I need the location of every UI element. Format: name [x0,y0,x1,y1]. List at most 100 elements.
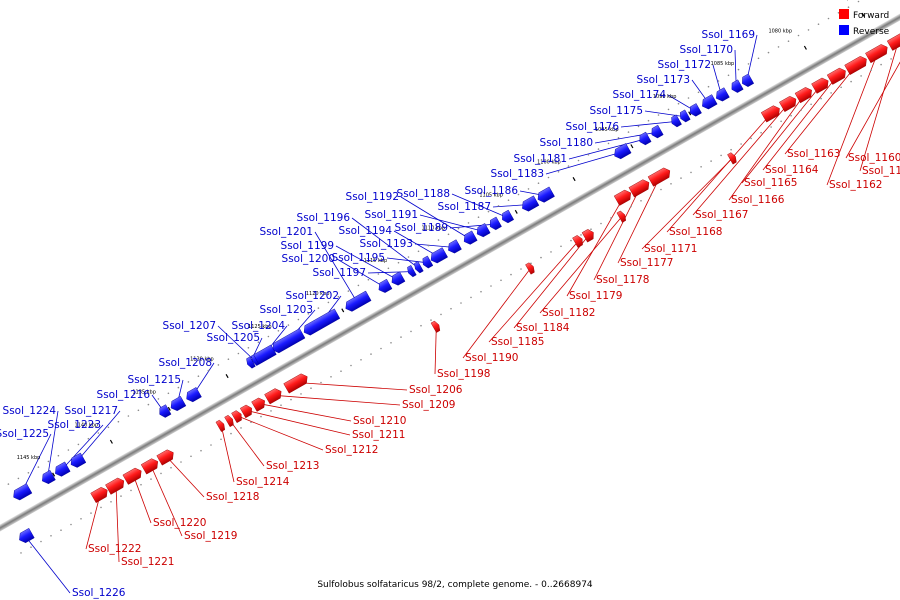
scale-label: 1105 kbp [479,193,503,199]
gene-arrow [407,265,417,278]
leader-line [728,93,806,201]
scale-dot [540,256,542,259]
scale-dot [757,57,760,60]
gene-arrow [502,209,515,224]
gene-arrow [742,73,755,87]
gene-label: Ssol_1201 [260,226,313,238]
gene-arrow [105,477,125,495]
scale-dot [807,29,810,31]
reverse-swatch [839,25,849,35]
scale-dot [217,364,220,366]
scale-dot [100,506,102,509]
scale-tick [52,472,56,477]
gene-label: Ssol_1175 [590,105,643,117]
leader-line [784,64,858,155]
gene-feature [13,483,33,501]
gene-label: Ssol_1193 [360,238,413,250]
scale-dot [37,466,40,468]
scale-dot [577,159,580,162]
scale-dot [310,387,312,390]
leader-line [21,433,52,493]
scale-dot [327,301,330,304]
gene-label: Ssol_1195 [332,252,385,264]
gene-label: Ssol_1173 [637,74,690,86]
scale-dot [870,69,872,71]
gene-arrow [760,105,780,123]
scale-label: 1145 kbp [17,455,41,461]
scale-label: 1080 kbp [768,28,792,34]
scale-dot [680,177,682,179]
gene-label: Ssol_1161 [862,165,900,177]
gene-arrow [716,87,730,102]
leader-line [644,110,685,117]
gene-arrow [613,189,631,206]
gene-label: Ssol_1183 [491,168,544,180]
gene-feature [250,354,260,366]
gene-arrow [844,56,867,75]
scale-dot [557,171,560,173]
scale-dot [347,290,350,292]
leader-line [620,121,676,128]
scale-dot [110,501,112,503]
gene-arrow [19,527,35,543]
gene-label: Ssol_1219 [184,530,237,542]
scale-dot [520,268,522,270]
scale-dot [810,103,812,106]
scale-tick [109,439,113,444]
gene-feature [525,262,535,275]
gene-feature [463,230,478,245]
gene-label: Ssol_1179 [569,290,622,302]
gene-feature [231,410,242,424]
scale-dot [770,126,772,128]
gene-label: Ssol_1186 [465,185,519,197]
scale-tick [803,45,807,50]
scale-tick [514,209,518,214]
gene-feature [448,239,462,254]
scale-dot [57,454,60,457]
scale-dot [590,228,592,230]
gene-arrow [727,152,737,165]
scale-dot [387,267,390,270]
scale-dot [457,227,460,230]
scale-dot [667,108,670,111]
gene-label: Ssol_1174 [613,89,667,101]
gene-feature [489,216,502,231]
scale-dot [547,176,550,179]
gene-feature [224,414,234,428]
scale-dot [790,114,792,117]
leader-line [451,193,507,218]
scale-dot [200,449,202,452]
gene-arrow [572,235,583,248]
scale-dot [587,154,590,156]
gene-label: Ssol_1196 [297,212,351,224]
scale-dot [597,148,600,150]
scale-dot [187,381,190,383]
leader-line [336,258,385,288]
scale-dot [300,393,302,395]
gene-label: Ssol_1192 [346,191,399,203]
gene-feature [628,179,650,198]
scale-dot [837,12,840,14]
gene-arrow [639,131,652,146]
scale-dot [760,131,762,134]
gene-arrow [463,230,478,245]
gene-feature [215,419,226,432]
scale-dot [787,40,790,42]
scale-dot [17,477,20,480]
scale-dot [830,92,832,94]
scale-dot [357,284,360,287]
scale-dot [377,273,380,275]
scale-dot [827,17,830,20]
gene-feature [159,404,172,418]
leader-line [545,151,622,175]
scale-dot [70,523,72,526]
gene-feature [581,229,594,243]
scale-dot [150,478,152,480]
gene-arrow [42,469,56,484]
scale-dot [670,183,672,185]
gene-label: Ssol_1224 [3,405,57,417]
gene-arrow [303,308,341,336]
scale-dot [240,427,242,429]
scale-dot [470,296,472,299]
